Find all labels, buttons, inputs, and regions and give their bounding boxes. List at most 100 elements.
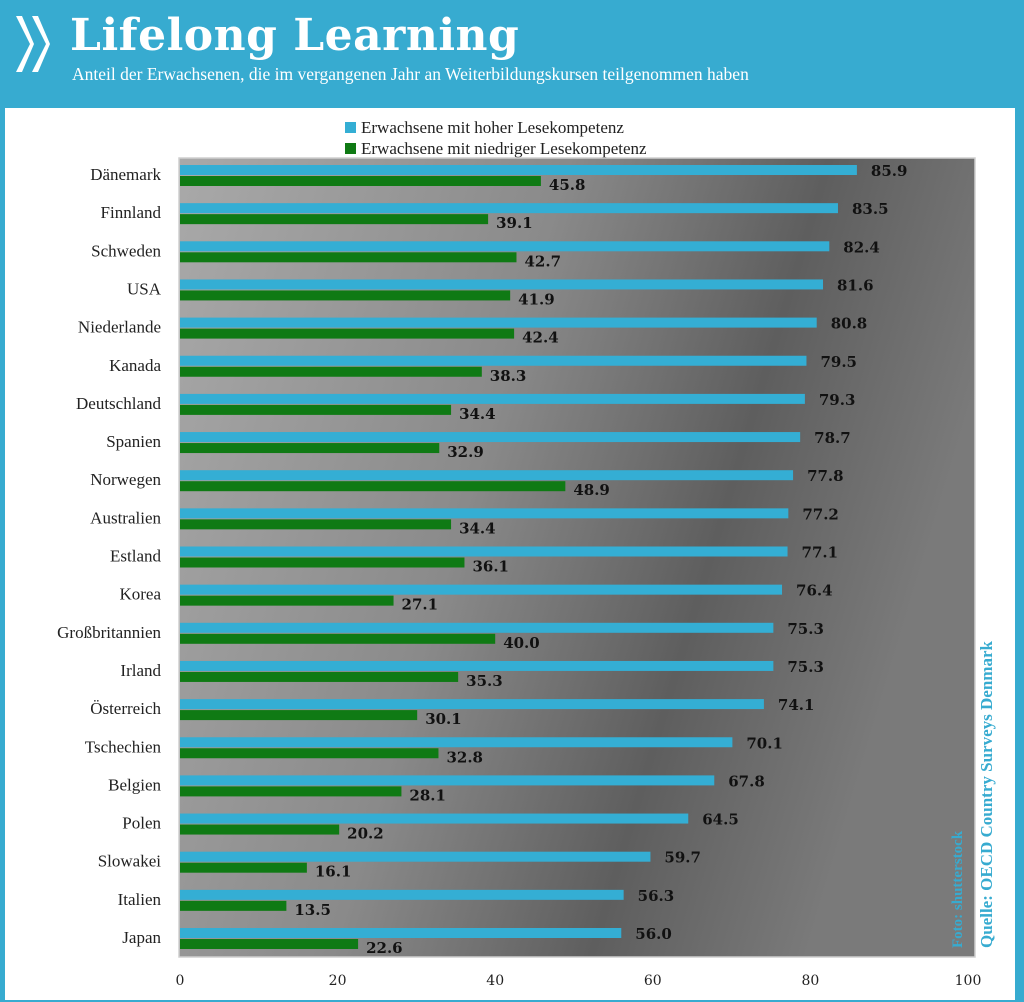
bar-high [180, 889, 624, 900]
bar-high [180, 470, 794, 481]
bar-high [180, 622, 774, 633]
value-label-high: 56.0 [635, 925, 672, 943]
value-label-high: 77.2 [802, 505, 839, 523]
value-label-high: 75.3 [787, 658, 824, 676]
value-label-low: 41.9 [518, 290, 555, 308]
value-label-low: 35.3 [466, 672, 503, 690]
value-label-high: 59.7 [664, 849, 701, 867]
value-label-low: 36.1 [472, 558, 509, 576]
category-label: Irland [120, 661, 161, 680]
value-label-low: 40.0 [503, 634, 540, 652]
value-label-high: 83.5 [852, 200, 889, 218]
bar-high [180, 241, 830, 252]
bar-high [180, 317, 817, 328]
bar-low [180, 443, 440, 454]
legend-item-high: Erwachsene mit hoher Lesekompetenz [345, 117, 647, 138]
legend-swatch-low [345, 143, 356, 154]
value-label-low: 48.9 [573, 481, 610, 499]
category-label: Polen [122, 814, 161, 833]
value-label-low: 16.1 [315, 863, 352, 881]
bar-low [180, 671, 459, 682]
value-label-high: 85.9 [871, 162, 908, 180]
value-label-low: 22.6 [366, 939, 403, 957]
photo-credit: Foto: shutterstock [950, 830, 966, 948]
legend-item-low: Erwachsene mit niedriger Lesekompetenz [345, 138, 647, 159]
bar-low [180, 710, 418, 721]
bar-high [180, 775, 715, 786]
bar-low [180, 748, 439, 759]
value-label-high: 81.6 [837, 276, 874, 294]
category-label: Italien [118, 890, 162, 909]
bar-high [180, 851, 651, 862]
bar-high [180, 660, 774, 671]
legend: Erwachsene mit hoher Lesekompetenz Erwac… [345, 117, 647, 159]
legend-label-low: Erwachsene mit niedriger Lesekompetenz [361, 138, 647, 158]
bar-low [180, 939, 359, 949]
value-label-low: 13.5 [294, 901, 331, 919]
header: Lifelong Learning Anteil der Erwachsenen… [0, 0, 1024, 108]
category-label: Korea [119, 585, 161, 604]
category-label: Finnland [101, 203, 162, 222]
value-label-low: 20.2 [347, 825, 384, 843]
category-label: Deutschland [76, 394, 161, 413]
value-label-high: 80.8 [831, 315, 868, 333]
bar-high [180, 813, 689, 824]
value-label-high: 67.8 [728, 772, 765, 790]
x-tick-label: 60 [644, 973, 662, 989]
value-label-high: 77.8 [807, 467, 844, 485]
category-label: Spanien [106, 432, 161, 451]
value-label-high: 75.3 [787, 620, 824, 638]
bar-high [180, 432, 801, 443]
bar-low [180, 519, 452, 530]
bar-low [180, 252, 517, 263]
bar-low [180, 176, 541, 186]
bar-low [180, 290, 511, 301]
x-tick-label: 80 [801, 973, 819, 989]
category-label: Japan [122, 928, 161, 947]
bar-high [180, 584, 783, 595]
value-label-high: 64.5 [702, 811, 739, 829]
chart-title: Lifelong Learning [70, 10, 520, 61]
value-label-low: 38.3 [490, 367, 527, 385]
chart-subtitle: Anteil der Erwachsenen, die im vergangen… [72, 64, 749, 84]
value-label-high: 70.1 [746, 734, 783, 752]
value-label-low: 34.4 [459, 405, 496, 423]
category-label: Dänemark [90, 165, 161, 184]
value-label-low: 30.1 [425, 710, 462, 728]
bar-high [180, 279, 824, 290]
bar-low [180, 328, 515, 339]
value-label-low: 42.4 [522, 329, 559, 347]
value-label-low: 34.4 [459, 519, 496, 537]
legend-swatch-high [345, 122, 356, 133]
bar-low [180, 595, 394, 606]
category-label: Großbritannien [57, 623, 161, 642]
bar-high [180, 508, 789, 519]
source-note: Quelle: OECD Country Surveys Denmark [977, 641, 996, 948]
category-label: Belgien [108, 775, 161, 794]
bar-high [180, 393, 805, 404]
value-label-low: 28.1 [409, 786, 446, 804]
bar-high [180, 546, 788, 557]
bar-high [180, 355, 807, 366]
category-label: Schweden [91, 241, 161, 260]
bar-high [180, 737, 733, 748]
bar-low [180, 633, 496, 644]
value-label-low: 32.9 [447, 443, 484, 461]
category-label: Norwegen [90, 470, 161, 489]
value-label-high: 79.5 [820, 353, 857, 371]
bar-low [180, 214, 489, 225]
bar-high [180, 928, 622, 938]
category-label: Österreich [90, 699, 161, 718]
bar-low [180, 786, 402, 797]
x-tick-label: 100 [955, 973, 982, 989]
value-label-high: 77.1 [802, 544, 839, 562]
x-tick-label: 40 [486, 973, 504, 989]
bar-low [180, 366, 482, 377]
category-label: Australien [90, 508, 161, 527]
value-label-high: 74.1 [778, 696, 815, 714]
value-label-high: 79.3 [819, 391, 856, 409]
legend-label-high: Erwachsene mit hoher Lesekompetenz [361, 117, 624, 137]
value-label-low: 39.1 [496, 214, 533, 232]
category-label: Niederlande [78, 318, 161, 337]
